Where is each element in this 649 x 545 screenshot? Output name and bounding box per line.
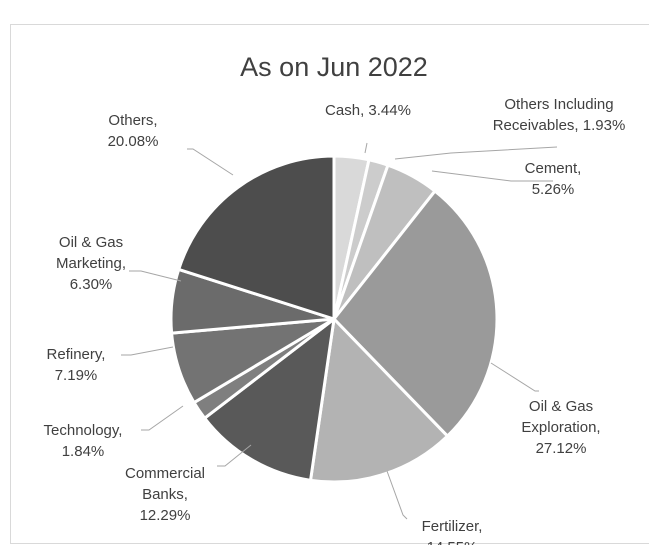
data-label-line: Oil & Gas (59, 234, 123, 251)
data-label-technology: Technology, 1.84% (44, 422, 123, 460)
data-label-line: Marketing, (56, 255, 126, 272)
leader-line-technology (141, 405, 184, 431)
data-label-line: Cement, (525, 160, 582, 177)
leader-line-commercial-banks (217, 444, 252, 467)
data-label-line: Commercial (125, 465, 205, 482)
leader-line-cement (431, 170, 553, 182)
leader-line-fertilizer (386, 470, 408, 520)
data-label-cash: Cash, 3.44% (325, 102, 411, 119)
pie-slice-commercial-banks (202, 315, 337, 483)
leader-line-oil-and-gas-marketing (129, 270, 182, 282)
data-label-line: 12.29% (140, 507, 191, 524)
chart-title: As on Jun 2022 (240, 52, 428, 82)
data-label-line: Others, (108, 112, 157, 129)
data-label-line: Banks, (142, 486, 188, 503)
data-label-line: Receivables, 1.93% (493, 117, 626, 134)
pie-chart: As on Jun 2022 Cash, 3.44% Others Includi… (44, 52, 626, 545)
leader-line-oil-and-gas-exploration (490, 362, 539, 392)
leader-line-cash (364, 142, 368, 154)
data-label-line: 20.08% (108, 133, 159, 150)
data-label-cement: Cement, 5.26% (525, 160, 582, 198)
data-label-line: Cash, 3.44% (325, 102, 411, 119)
data-label-line: Fertilizer, (422, 518, 483, 535)
pie-slice-fertilizer (308, 315, 450, 484)
data-label-line: Exploration, (521, 419, 600, 436)
data-label-line: 7.19% (55, 367, 98, 384)
data-label-line: Refinery, (47, 346, 106, 363)
data-label-oil-and-gas-exploration: Oil & Gas Exploration, 27.12% (521, 398, 600, 457)
data-label-fertilizer: Fertilizer, 14.55% (422, 518, 483, 545)
data-label-commercial-banks: Commercial Banks, 12.29% (125, 465, 205, 524)
pie-slice-oil-and-gas-exploration (332, 188, 499, 439)
data-label-line: 27.12% (536, 440, 587, 457)
chart-frame: As on Jun 2022 Cash, 3.44% Others Includi… (10, 24, 649, 545)
leader-line-others (187, 148, 234, 176)
data-label-refinery: Refinery, 7.19% (47, 346, 106, 384)
data-label-line: 6.30% (70, 276, 113, 293)
data-label-line: Technology, (44, 422, 123, 439)
data-label-line: 1.84% (62, 443, 105, 460)
data-label-line: 14.55% (427, 539, 478, 545)
data-label-oil-and-gas-marketing: Oil & Gas Marketing, 6.30% (56, 234, 126, 293)
data-label-others-including-receivables: Others Including Receivables, 1.93% (493, 96, 626, 134)
leader-line-refinery (121, 346, 174, 356)
data-label-line: Others Including (504, 96, 613, 113)
data-label-others: Others, 20.08% (108, 112, 159, 150)
pie-slice-others (176, 154, 336, 322)
data-label-line: Oil & Gas (529, 398, 593, 415)
leader-line-others-including-receivables (394, 146, 558, 160)
data-label-line: 5.26% (532, 181, 575, 198)
